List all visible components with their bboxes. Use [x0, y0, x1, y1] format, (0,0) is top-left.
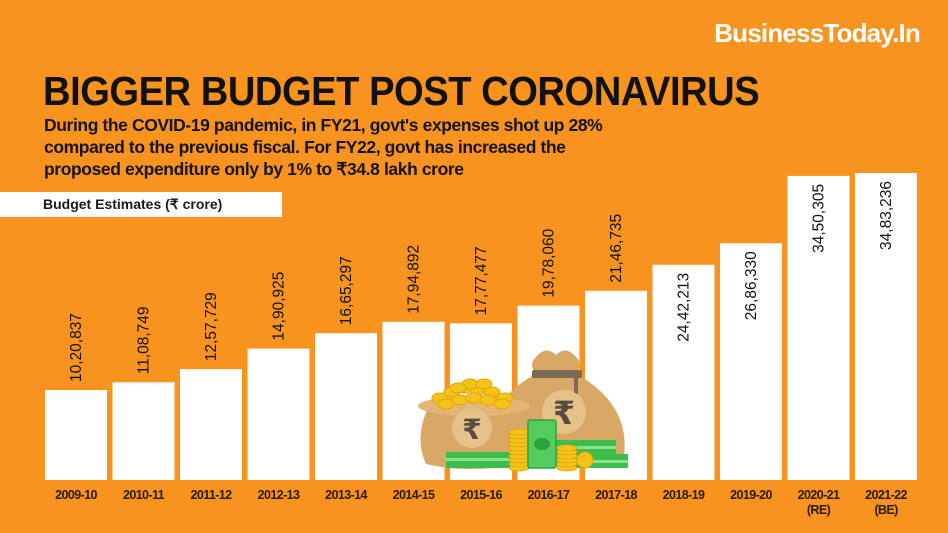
big-bag-tie — [532, 370, 582, 378]
coin-icon — [449, 382, 467, 394]
bar-2013-14 — [315, 333, 377, 480]
subtitle-line: compared to the previous fiscal. For FY2… — [44, 137, 566, 157]
value-label: 34,83,236 — [878, 181, 895, 250]
coin-icon — [451, 394, 469, 406]
banknote-emblem — [534, 438, 550, 450]
subtitle: During the COVID-19 pandemic, in FY21, g… — [44, 114, 764, 180]
x-tick-label: 2020-21 — [798, 488, 840, 502]
x-tick-label: (RE) — [807, 503, 831, 517]
subtitle-line: proposed expenditure only by 1% to ₹34.8… — [44, 159, 464, 179]
small-bag-emblem — [452, 408, 492, 448]
value-label: 26,86,330 — [743, 251, 760, 320]
x-tick-label: 2014-15 — [393, 488, 435, 502]
value-label: 10,20,837 — [68, 313, 85, 382]
coin-icon — [493, 398, 511, 410]
subtitle-line: During the COVID-19 pandemic, in FY21, g… — [44, 115, 603, 135]
coin-icon — [437, 398, 455, 410]
x-tick-label: 2017-18 — [595, 488, 637, 502]
coin-stack — [556, 444, 578, 452]
x-tick-label: 2018-19 — [663, 488, 705, 502]
x-tick-label: 2015-16 — [460, 488, 502, 502]
x-tick-label: (BE) — [874, 503, 898, 517]
x-tick-label: 2010-11 — [123, 488, 165, 502]
x-tick-label: 2016-17 — [528, 488, 570, 502]
big-bag-tie-end — [574, 376, 578, 394]
x-tick-label: 2009-10 — [55, 488, 97, 502]
value-label: 16,65,297 — [338, 256, 355, 325]
page-title: BIGGER BUDGET POST CORONAVIRUS — [43, 68, 760, 114]
value-label: 11,08,749 — [136, 306, 153, 374]
y-axis-label: Budget Estimates (₹ crore) — [43, 196, 223, 212]
x-tick-label: 2021-22 — [865, 488, 907, 502]
value-label: 19,78,060 — [541, 228, 558, 297]
banknote-stripe — [446, 458, 518, 461]
x-tick-label: 2011-12 — [191, 488, 233, 502]
value-label: 14,90,925 — [271, 272, 288, 341]
value-label: 34,50,305 — [811, 184, 828, 253]
coin-icon — [465, 392, 483, 404]
coin-icon — [479, 394, 497, 406]
x-tick-label: 2012-13 — [258, 488, 300, 502]
coin-icon — [475, 378, 493, 390]
value-label: 17,94,892 — [406, 245, 423, 314]
bars-group — [45, 173, 917, 481]
value-label: 12,57,729 — [203, 292, 220, 361]
bar-2012-13 — [247, 348, 310, 480]
big-bag-top — [532, 350, 580, 373]
value-label: 21,46,735 — [608, 214, 625, 283]
money-illustration: ₹₹ — [418, 350, 628, 472]
x-tick-label: 2013-14 — [325, 488, 367, 502]
bar-2021-22 (BE) — [855, 173, 917, 480]
bar-2018-19 — [652, 264, 715, 480]
rupee-icon: ₹ — [462, 413, 481, 446]
banknote-stripe — [566, 460, 628, 463]
bar-2011-12 — [180, 369, 242, 480]
brand-logo: BusinessToday.In — [714, 18, 921, 48]
y-axis-label-strip: Budget Estimates (₹ crore) — [0, 192, 282, 217]
bar-2020-21 (RE) — [787, 175, 850, 481]
value-labels-group: 10,20,837 11,08,749 12,57,729 14,90,925 16,6… — [68, 181, 895, 382]
bar-2010-11 — [112, 382, 175, 480]
coin-stack — [508, 428, 530, 436]
x-tick-labels-group: 2009-10 2010-11 2011-12 2012-13 2013-14 2014-… — [55, 488, 908, 517]
banknote-stripe — [556, 446, 616, 449]
value-label: 24,42,213 — [676, 273, 693, 342]
bar-2009-10 — [45, 390, 107, 480]
x-tick-label: 2019-20 — [730, 488, 772, 502]
bar-2019-20 — [720, 243, 782, 480]
value-label: 17,77,477 — [473, 246, 490, 315]
rupee-icon: ₹ — [553, 394, 575, 432]
coin-icon — [576, 451, 594, 469]
